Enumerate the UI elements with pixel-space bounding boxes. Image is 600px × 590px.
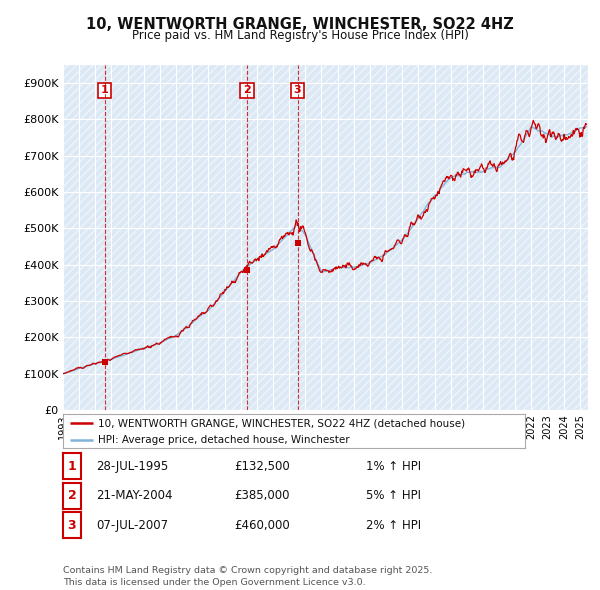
Text: 1% ↑ HPI: 1% ↑ HPI bbox=[366, 460, 421, 473]
Text: 1: 1 bbox=[101, 86, 109, 96]
Text: 10, WENTWORTH GRANGE, WINCHESTER, SO22 4HZ (detached house): 10, WENTWORTH GRANGE, WINCHESTER, SO22 4… bbox=[98, 418, 465, 428]
Text: Contains HM Land Registry data © Crown copyright and database right 2025.
This d: Contains HM Land Registry data © Crown c… bbox=[63, 566, 433, 587]
Text: 28-JUL-1995: 28-JUL-1995 bbox=[96, 460, 168, 473]
Text: 2: 2 bbox=[68, 489, 76, 502]
Text: 1: 1 bbox=[68, 460, 76, 473]
Text: 3: 3 bbox=[68, 519, 76, 532]
Bar bbox=[63, 65, 588, 410]
Text: 2: 2 bbox=[243, 86, 251, 96]
Text: £132,500: £132,500 bbox=[234, 460, 290, 473]
Text: 10, WENTWORTH GRANGE, WINCHESTER, SO22 4HZ: 10, WENTWORTH GRANGE, WINCHESTER, SO22 4… bbox=[86, 17, 514, 31]
Text: 2% ↑ HPI: 2% ↑ HPI bbox=[366, 519, 421, 532]
Text: Price paid vs. HM Land Registry's House Price Index (HPI): Price paid vs. HM Land Registry's House … bbox=[131, 30, 469, 42]
Text: 5% ↑ HPI: 5% ↑ HPI bbox=[366, 489, 421, 502]
Text: £385,000: £385,000 bbox=[234, 489, 290, 502]
Text: 3: 3 bbox=[294, 86, 301, 96]
Text: £460,000: £460,000 bbox=[234, 519, 290, 532]
Text: HPI: Average price, detached house, Winchester: HPI: Average price, detached house, Winc… bbox=[98, 434, 349, 444]
Text: 07-JUL-2007: 07-JUL-2007 bbox=[96, 519, 168, 532]
Text: 21-MAY-2004: 21-MAY-2004 bbox=[96, 489, 173, 502]
